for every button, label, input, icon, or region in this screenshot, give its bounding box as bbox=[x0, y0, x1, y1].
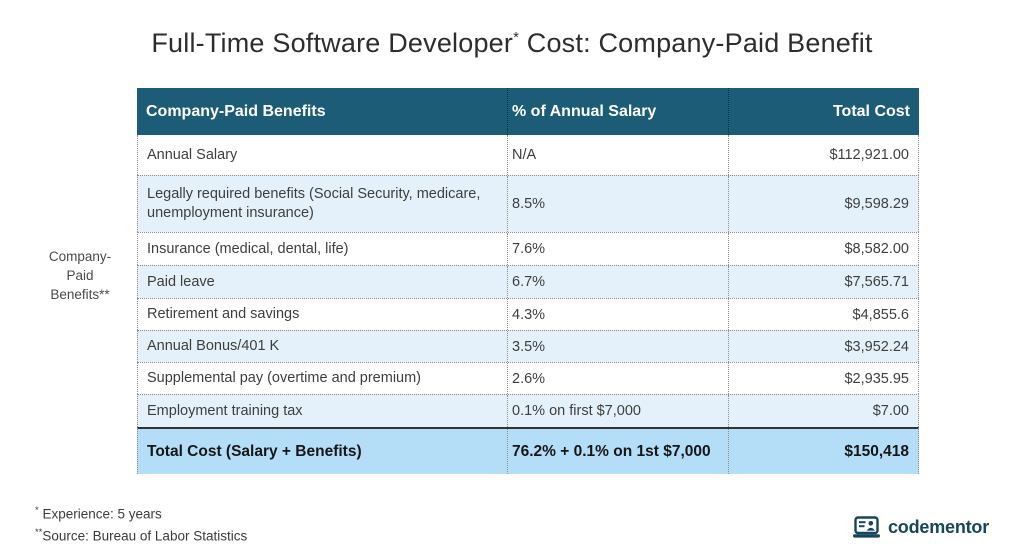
codementor-wordmark: codementor bbox=[888, 517, 990, 537]
benefit-cell: Employment training tax bbox=[147, 402, 303, 419]
benefits-table: Company-Paid Benefits % of Annual Salary… bbox=[137, 88, 919, 474]
table-row: Annual Bonus/401 K 3.5% $3,952.24 bbox=[137, 330, 919, 362]
pct-cell: N/A bbox=[507, 135, 728, 175]
row-group-label: Company- Paid Benefits** bbox=[30, 247, 130, 304]
footnote-text: Source: Bureau of Labor Statistics bbox=[42, 528, 248, 543]
codementor-logo: codementor bbox=[853, 516, 989, 539]
table-row: Employment training tax 0.1% on first $7… bbox=[137, 394, 919, 427]
footnote-marker: * bbox=[35, 505, 39, 516]
table-header-row: Company-Paid Benefits % of Annual Salary… bbox=[137, 88, 919, 135]
pct-cell: 8.5% bbox=[507, 176, 728, 232]
cost-cell: $4,855.6 bbox=[728, 299, 918, 330]
pct-cell: 3.5% bbox=[507, 331, 728, 362]
cost-cell: $7,565.71 bbox=[728, 266, 918, 298]
cost-cell: $7.00 bbox=[728, 395, 918, 427]
footnote-source: **Source: Bureau of Labor Statistics bbox=[35, 524, 247, 546]
table-row: Annual Salary N/A $112,921.00 bbox=[137, 135, 919, 175]
row-group-label-line3: Benefits** bbox=[50, 287, 110, 302]
footnote-marker: ** bbox=[35, 526, 43, 538]
table-total-row: Total Cost (Salary + Benefits) 76.2% + 0… bbox=[137, 427, 919, 474]
title-part2: Cost: Company-Paid Benefit bbox=[519, 28, 873, 58]
benefit-cell: Paid leave bbox=[147, 273, 215, 290]
benefit-cell: Annual Salary bbox=[147, 146, 238, 163]
title-part1: Full-Time Software Developer bbox=[151, 28, 514, 58]
cost-cell: $9,598.29 bbox=[728, 176, 918, 232]
header-pct: % of Annual Salary bbox=[507, 88, 728, 135]
table-row: Supplemental pay (overtime and premium) … bbox=[137, 362, 919, 394]
pct-cell: 0.1% on first $7,000 bbox=[507, 395, 728, 427]
benefit-cell: Insurance (medical, dental, life) bbox=[147, 240, 349, 257]
cost-cell: $112,921.00 bbox=[728, 135, 918, 175]
title-asterisk: * bbox=[513, 30, 520, 46]
row-group-label-line2: Paid bbox=[66, 268, 94, 283]
footnotes: * Experience: 5 years **Source: Bureau o… bbox=[35, 502, 247, 545]
footnote-text: Experience: 5 years bbox=[38, 506, 162, 522]
pct-cell: 6.7% bbox=[507, 266, 728, 298]
total-pct-cell: 76.2% + 0.1% on 1st $7,000 bbox=[507, 429, 728, 474]
table-row: Insurance (medical, dental, life) 7.6% $… bbox=[137, 232, 919, 265]
benefit-cell: Annual Bonus/401 K bbox=[147, 338, 280, 354]
pct-cell: 4.3% bbox=[507, 299, 728, 330]
codementor-icon bbox=[853, 516, 880, 539]
pct-cell: 2.6% bbox=[507, 363, 728, 394]
table-row: Legally required benefits (Social Securi… bbox=[137, 175, 919, 232]
header-total-cost: Total Cost bbox=[728, 88, 919, 135]
benefit-cell: Retirement and savings bbox=[147, 306, 300, 322]
pct-cell: 7.6% bbox=[507, 233, 728, 265]
cost-cell: $3,952.24 bbox=[728, 331, 918, 362]
cost-cell: $2,935.95 bbox=[728, 363, 918, 394]
row-group-label-line1: Company- bbox=[48, 249, 112, 264]
table-row: Retirement and savings 4.3% $4,855.6 bbox=[137, 298, 919, 330]
cost-cell: $8,582.00 bbox=[728, 233, 918, 265]
header-benefits: Company-Paid Benefits bbox=[146, 103, 326, 120]
benefit-cell: Supplemental pay (overtime and premium) bbox=[147, 370, 422, 386]
total-label-cell: Total Cost (Salary + Benefits) bbox=[147, 443, 362, 460]
page-title: Full-Time Software Developer* Cost: Comp… bbox=[0, 28, 1024, 59]
table-row: Paid leave 6.7% $7,565.71 bbox=[137, 265, 919, 298]
benefit-cell: Legally required benefits (Social Securi… bbox=[147, 186, 481, 221]
footnote-experience: * Experience: 5 years bbox=[35, 502, 247, 524]
total-cost-cell: $150,418 bbox=[728, 429, 918, 474]
